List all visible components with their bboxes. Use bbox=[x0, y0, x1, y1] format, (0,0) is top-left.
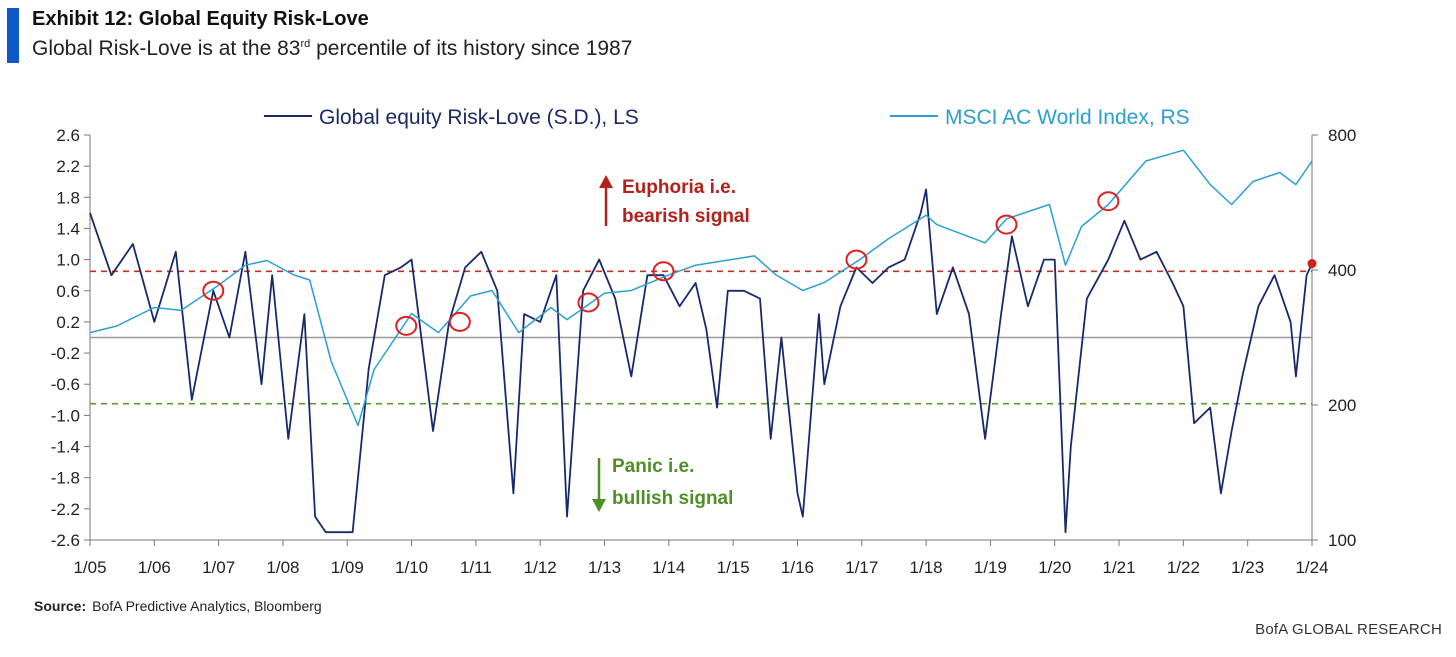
left-tick-label: -1.8 bbox=[51, 469, 80, 488]
highlight-circle bbox=[395, 315, 418, 336]
x-tick-label: 1/21 bbox=[1103, 558, 1136, 577]
right-tick-label: 400 bbox=[1328, 261, 1356, 280]
left-tick-label: 0.6 bbox=[56, 282, 80, 301]
x-tick-label: 1/17 bbox=[845, 558, 878, 577]
left-tick-label: -1.0 bbox=[51, 406, 80, 425]
subtitle-text-start: Global Risk-Love is at the 83 bbox=[32, 37, 301, 60]
x-tick-label: 1/24 bbox=[1295, 558, 1328, 577]
source-text: BofA Predictive Analytics, Bloomberg bbox=[92, 598, 322, 614]
x-tick-label: 1/18 bbox=[910, 558, 943, 577]
left-tick-label: 2.6 bbox=[56, 126, 80, 145]
x-tick-label: 1/06 bbox=[138, 558, 171, 577]
left-tick-label: 1.4 bbox=[56, 219, 80, 238]
right-tick-label: 200 bbox=[1328, 396, 1356, 415]
euphoria-arrow-head bbox=[599, 175, 613, 188]
x-tick-label: 1/09 bbox=[331, 558, 364, 577]
left-tick-label: 0.2 bbox=[56, 313, 80, 332]
left-tick-label: 1.0 bbox=[56, 251, 80, 270]
highlight-circle bbox=[652, 261, 675, 282]
highlight-circle bbox=[1097, 191, 1120, 212]
exhibit-title: Exhibit 12: Global Equity Risk-Love bbox=[32, 8, 369, 30]
left-tick-label: -0.6 bbox=[51, 375, 80, 394]
panic-label: bullish signal bbox=[612, 488, 733, 509]
series-line-1 bbox=[89, 149, 1313, 427]
x-tick-label: 1/19 bbox=[974, 558, 1007, 577]
x-tick-label: 1/15 bbox=[717, 558, 750, 577]
x-tick-label: 1/10 bbox=[395, 558, 428, 577]
left-tick-label: -0.2 bbox=[51, 344, 80, 363]
exhibit-subtitle: Global Risk-Love is at the 83rd percenti… bbox=[32, 31, 632, 62]
x-tick-label: 1/08 bbox=[266, 558, 299, 577]
left-tick-label: -2.6 bbox=[51, 531, 80, 550]
left-tick-label: -2.2 bbox=[51, 500, 80, 519]
source-label: Source: bbox=[34, 598, 87, 614]
current-value-marker bbox=[1307, 259, 1317, 269]
highlight-circle bbox=[577, 292, 600, 313]
highlight-circle bbox=[845, 249, 868, 270]
highlight-circle bbox=[995, 214, 1018, 235]
x-tick-label: 1/11 bbox=[460, 558, 492, 577]
x-tick-label: 1/23 bbox=[1231, 558, 1264, 577]
right-tick-label: 800 bbox=[1328, 126, 1356, 145]
footer-brand: BofA GLOBAL RESEARCH bbox=[1255, 621, 1442, 638]
legend-label-1: MSCI AC World Index, RS bbox=[945, 106, 1190, 129]
x-tick-label: 1/14 bbox=[652, 558, 685, 577]
x-tick-label: 1/22 bbox=[1167, 558, 1200, 577]
x-tick-label: 1/07 bbox=[202, 558, 235, 577]
title-block: Exhibit 12: Global Equity Risk-Love Glob… bbox=[32, 7, 632, 62]
subtitle-text-end: percentile of its history since 1987 bbox=[310, 37, 633, 60]
left-tick-label: 1.8 bbox=[56, 188, 80, 207]
left-tick-label: -1.4 bbox=[51, 438, 80, 457]
subtitle-superscript: rd bbox=[300, 38, 311, 50]
highlight-circle bbox=[202, 280, 225, 301]
x-tick-label: 1/05 bbox=[73, 558, 106, 577]
right-tick-label: 100 bbox=[1328, 531, 1356, 550]
x-tick-label: 1/13 bbox=[588, 558, 621, 577]
euphoria-label: bearish signal bbox=[622, 206, 750, 227]
header-accent-bar bbox=[7, 8, 19, 63]
legend-label-0: Global equity Risk-Love (S.D.), LS bbox=[319, 106, 639, 129]
euphoria-label: Euphoria i.e. bbox=[622, 177, 736, 198]
panic-arrow-head bbox=[592, 499, 606, 512]
x-tick-label: 1/16 bbox=[781, 558, 814, 577]
x-tick-label: 1/20 bbox=[1038, 558, 1071, 577]
panic-label: Panic i.e. bbox=[612, 456, 694, 477]
highlight-circle bbox=[448, 311, 471, 332]
source-note: Source: BofA Predictive Analytics, Bloomb… bbox=[34, 598, 322, 614]
series-line-0 bbox=[89, 188, 1313, 534]
left-tick-label: 2.2 bbox=[56, 157, 80, 176]
x-tick-label: 1/12 bbox=[524, 558, 557, 577]
